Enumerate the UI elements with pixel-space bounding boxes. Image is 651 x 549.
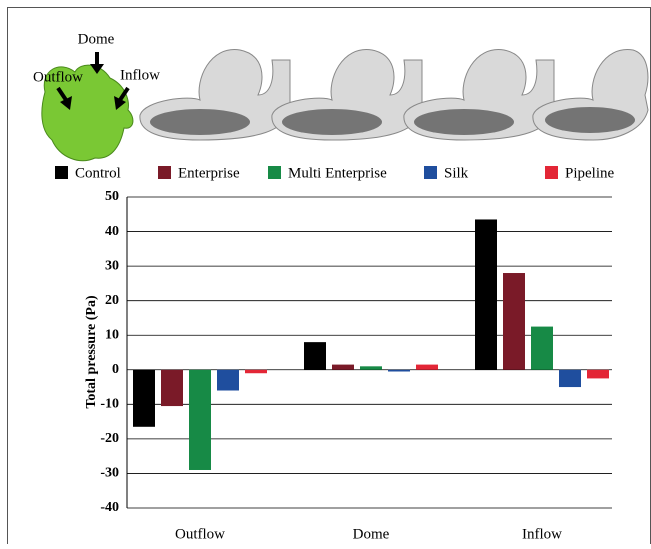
y-tick-label: 50 — [105, 189, 119, 204]
y-tick-label: -30 — [100, 466, 119, 481]
chart: Dome Outflow Inflow Total pressure (Pa) … — [0, 0, 651, 544]
y-tick-label: 40 — [105, 224, 119, 239]
bar — [360, 366, 382, 369]
x-tick-label: Inflow — [522, 526, 562, 542]
legend-swatch — [268, 166, 281, 179]
x-tick-label: Dome — [353, 526, 390, 542]
legend-swatch — [545, 166, 558, 179]
y-tick-label: 10 — [105, 327, 119, 342]
y-tick-label: -40 — [100, 500, 119, 515]
bar — [531, 327, 553, 370]
bar — [416, 365, 438, 370]
legend-label: Pipeline — [565, 165, 615, 181]
legend-label: Control — [75, 165, 121, 181]
annotation: Dome — [78, 31, 115, 47]
annotation: Outflow — [33, 69, 83, 85]
bar — [217, 370, 239, 391]
legend-swatch — [424, 166, 437, 179]
bar — [388, 370, 410, 372]
bar — [161, 370, 183, 406]
bar — [587, 370, 609, 379]
x-tick-label: Outflow — [175, 526, 225, 542]
bar — [304, 342, 326, 370]
legend-swatch — [55, 166, 68, 179]
legend-label: Silk — [444, 165, 469, 181]
model-images — [42, 50, 648, 161]
y-tick-label: 0 — [112, 362, 119, 377]
y-tick-label: 20 — [105, 293, 119, 308]
bar — [245, 370, 267, 373]
legend-swatch — [158, 166, 171, 179]
y-tick-label: -10 — [100, 397, 119, 412]
y-tick-label: -20 — [100, 431, 119, 446]
bar — [503, 273, 525, 370]
y-axis-label: Total pressure (Pa) — [84, 295, 99, 409]
legend-label: Multi Enterprise — [288, 165, 387, 181]
annotation: Inflow — [120, 67, 160, 83]
bar — [332, 365, 354, 370]
bar — [189, 370, 211, 470]
bar — [133, 370, 155, 427]
bar — [475, 219, 497, 369]
legend-label: Enterprise — [178, 165, 240, 181]
y-tick-label: 30 — [105, 258, 119, 273]
bar — [559, 370, 581, 387]
